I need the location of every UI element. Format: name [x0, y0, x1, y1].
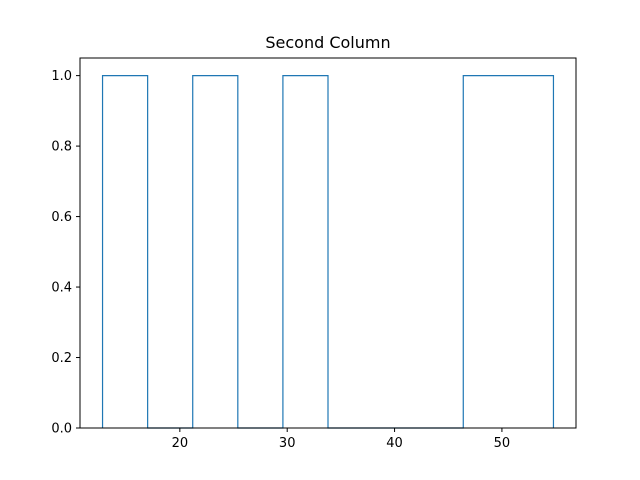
y-axis-ticks: 0.0 0.2 0.4 0.6 0.8 1.0 [51, 69, 80, 437]
y-tick-label: 1.0 [51, 69, 72, 84]
y-tick-label: 0.6 [51, 210, 72, 225]
x-tick-label: 20 [172, 436, 189, 451]
x-tick-label: 50 [494, 436, 511, 451]
histogram-bin-8 [463, 76, 508, 428]
histogram-bin-2 [193, 76, 238, 428]
axes-frame [79, 57, 577, 429]
y-tick-label: 0.4 [51, 281, 72, 296]
y-tick-label: 0.0 [51, 422, 72, 437]
y-tick-label: 0.8 [51, 140, 72, 155]
histogram-bin-9 [508, 76, 553, 428]
chart-title: Second Column [265, 33, 390, 52]
y-tick-label: 0.2 [51, 351, 72, 366]
x-tick-label: 40 [386, 436, 403, 451]
histogram-bin-0 [103, 76, 148, 428]
x-tick-label: 30 [279, 436, 296, 451]
x-axis-ticks: 20 30 40 50 [172, 428, 511, 451]
histogram-bin-4 [283, 76, 328, 428]
